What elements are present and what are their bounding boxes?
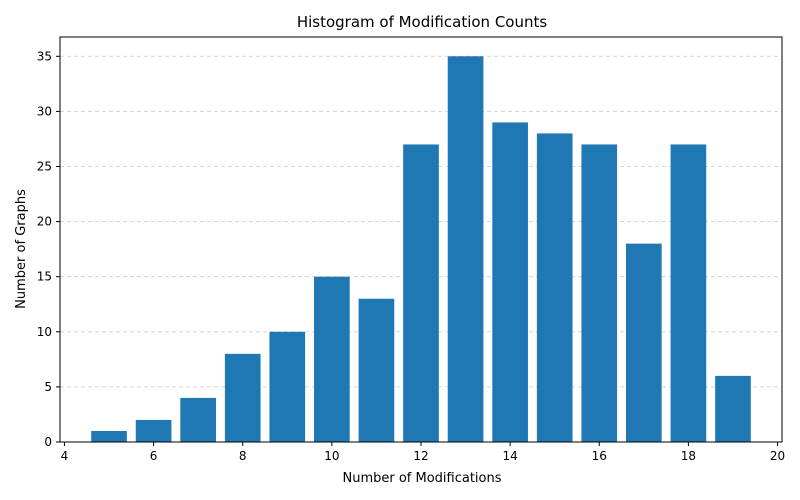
x-tick-label: 4 — [61, 449, 69, 463]
x-tick-label: 16 — [592, 449, 607, 463]
bar-15 — [536, 133, 573, 442]
x-axis-ticks: 4 6 8 10 12 14 16 18 20 — [61, 442, 785, 463]
bar-18 — [670, 144, 707, 442]
y-tick-label: 20 — [37, 215, 52, 229]
y-tick-label: 15 — [37, 270, 52, 284]
bar-5 — [91, 430, 127, 442]
y-tick-label: 10 — [37, 325, 52, 339]
bar-12 — [403, 144, 439, 442]
bar-19 — [715, 375, 751, 442]
y-tick-label: 35 — [37, 49, 52, 63]
x-tick-label: 6 — [150, 449, 158, 463]
y-tick-label: 5 — [44, 380, 52, 394]
bar-8 — [224, 353, 261, 442]
x-tick-label: 10 — [324, 449, 339, 463]
bar-17 — [626, 243, 662, 442]
x-tick-label: 14 — [502, 449, 517, 463]
y-axis-ticks: 0 5 10 15 20 25 30 35 — [37, 49, 60, 449]
y-tick-label: 25 — [37, 159, 52, 173]
bar-10 — [314, 276, 350, 442]
x-tick-label: 12 — [413, 449, 428, 463]
y-tick-label: 0 — [44, 435, 52, 449]
bar-9 — [269, 331, 306, 442]
y-tick-label: 30 — [37, 104, 52, 118]
bar-13 — [447, 56, 484, 443]
x-tick-label: 8 — [239, 449, 247, 463]
x-tick-label: 18 — [681, 449, 696, 463]
x-tick-label: 20 — [770, 449, 785, 463]
bar-11 — [358, 298, 395, 442]
bar-6 — [135, 419, 172, 442]
bar-14 — [492, 122, 528, 442]
bars-group — [91, 56, 751, 443]
bar-16 — [581, 144, 618, 442]
bar-7 — [180, 397, 216, 442]
x-axis-label: Number of Modifications — [342, 471, 501, 486]
y-axis-label: Number of Graphs — [14, 189, 29, 309]
chart-title: Histogram of Modification Counts — [297, 13, 548, 31]
